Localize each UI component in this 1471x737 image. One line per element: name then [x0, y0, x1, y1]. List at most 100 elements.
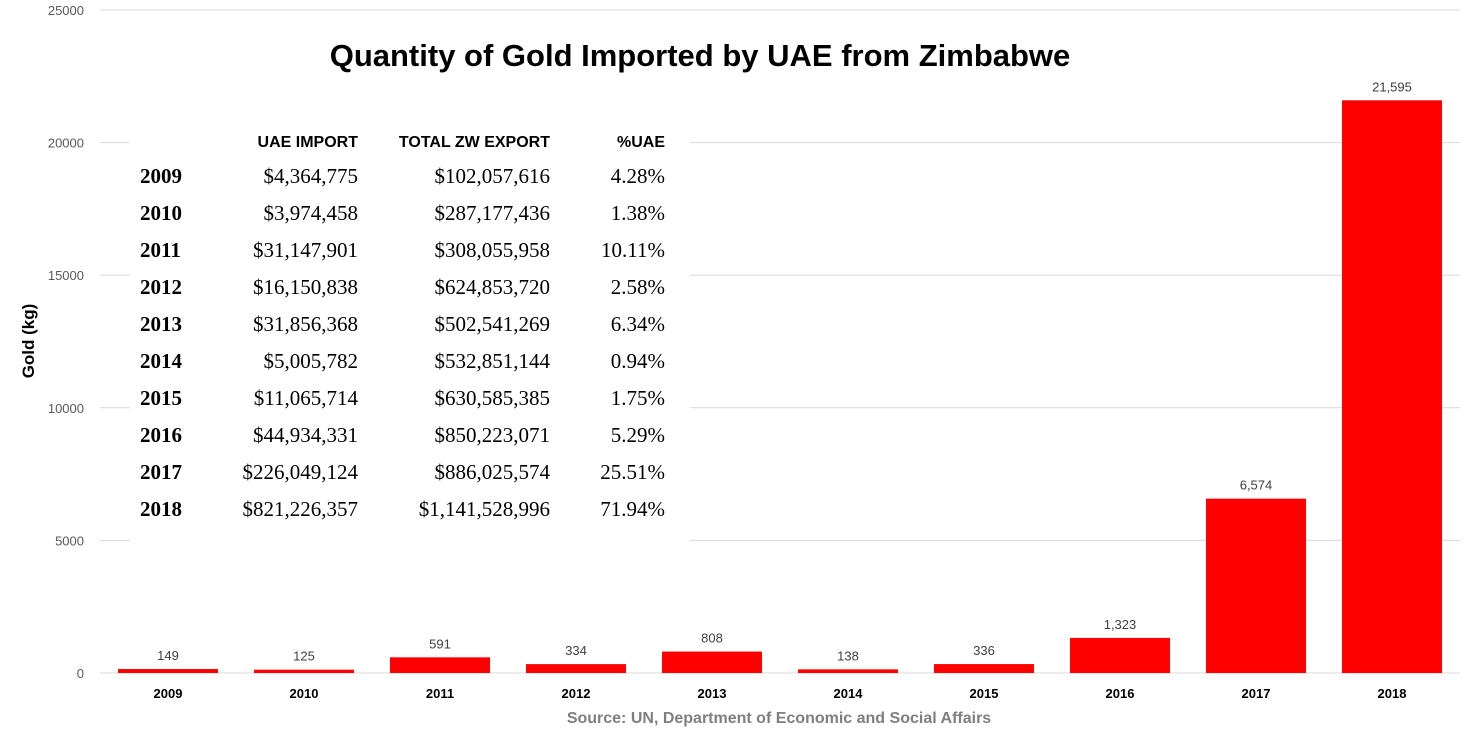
x-tick-label: 2016 [1106, 686, 1135, 701]
table-header-total-zw-export: TOTAL ZW EXPORT [398, 134, 550, 151]
table-body: 2009 $4,364,775 $102,057,616 4.28% 2010 $3,97… [130, 158, 665, 528]
data-label-2011: 591 [429, 636, 451, 651]
table-cell-year: 2017 [140, 460, 182, 484]
table-cell-year: 2010 [140, 201, 182, 225]
source-note: Source: UN, Department of Economic and S… [567, 710, 991, 727]
x-tick-label: 2011 [426, 686, 454, 701]
table-cell-total-export: $850,223,071 [434, 423, 551, 447]
table-cell-pct-uae: 0.94% [610, 349, 665, 373]
x-tick-label: 2010 [290, 686, 319, 701]
data-label-2018: 21,595 [1372, 79, 1412, 94]
table-cell-total-export: $886,025,574 [434, 460, 551, 484]
data-label-2009: 149 [157, 648, 179, 663]
table-cell-total-export: $287,177,436 [434, 201, 551, 225]
bar-2012 [526, 664, 626, 673]
table-header-row: UAE IMPORT TOTAL ZW EXPORT %UAE [130, 128, 665, 158]
bar-2011 [390, 657, 490, 673]
x-tick-label: 2015 [970, 686, 999, 701]
data-label-2013: 808 [701, 631, 723, 646]
x-axis-ticks: 2009 2010 2011 2012 2013 2014 2015 2016 2017 2018 [154, 686, 1407, 701]
table-row: 2015 $11,065,714 $630,585,385 1.75% [130, 380, 665, 417]
y-tick-label: 20000 [48, 136, 84, 151]
x-tick-label: 2017 [1242, 686, 1271, 701]
table-header-year [130, 128, 220, 158]
y-tick-label: 25000 [48, 3, 84, 18]
data-label-2014: 138 [837, 648, 859, 663]
y-axis-title: Gold (kg) [19, 304, 38, 379]
bar-2017 [1206, 498, 1306, 673]
table-cell-pct-uae: 4.28% [610, 164, 665, 188]
table-row: 2016 $44,934,331 $850,223,071 5.29% [130, 417, 665, 454]
chart-title: Quantity of Gold Imported by UAE from Zi… [330, 38, 1071, 73]
y-tick-label: 5000 [55, 533, 84, 548]
table-row: 2010 $3,974,458 $287,177,436 1.38% [130, 195, 665, 232]
bar-2010 [254, 669, 354, 673]
table-cell-pct-uae: 25.51% [600, 460, 665, 484]
data-label-2015: 336 [973, 643, 995, 658]
table-cell-year: 2009 [140, 164, 182, 188]
table-row: 2009 $4,364,775 $102,057,616 4.28% [130, 158, 665, 195]
table-row: 2017 $226,049,124 $886,025,574 25.51% [130, 454, 665, 491]
table-cell-uae-import: $31,147,901 [253, 238, 358, 262]
bars [118, 100, 1442, 673]
bar-2013 [662, 651, 762, 673]
table-cell-pct-uae: 1.75% [610, 386, 665, 410]
table-row: 2013 $31,856,368 $502,541,269 6.34% [130, 306, 665, 343]
x-tick-label: 2013 [698, 686, 727, 701]
table-cell-uae-import: $44,934,331 [253, 423, 358, 447]
data-label-2016: 1,323 [1104, 617, 1137, 632]
table-cell-uae-import: $31,856,368 [253, 312, 358, 336]
table-row: 2011 $31,147,901 $308,055,958 10.11% [130, 232, 665, 269]
table-row: 2018 $821,226,357 $1,141,528,996 71.94% [130, 491, 665, 528]
data-table: UAE IMPORT TOTAL ZW EXPORT %UAE 2009 $4,3… [130, 128, 665, 528]
y-tick-label: 0 [77, 666, 84, 681]
table-cell-total-export: $102,057,616 [434, 164, 551, 188]
x-tick-label: 2012 [562, 686, 591, 701]
table-header-uae-import: UAE IMPORT [257, 134, 358, 151]
bar-2014 [798, 669, 898, 673]
table-cell-total-export: $532,851,144 [434, 349, 551, 373]
table-cell-pct-uae: 2.58% [610, 275, 665, 299]
table-cell-year: 2011 [140, 238, 181, 262]
table-cell-year: 2013 [140, 312, 182, 336]
table-cell-uae-import: $16,150,838 [253, 275, 358, 299]
y-tick-label: 10000 [48, 401, 84, 416]
table-cell-uae-import: $3,974,458 [263, 201, 359, 225]
table-cell-year: 2016 [140, 423, 182, 447]
table-header-pct-uae: %UAE [616, 134, 665, 151]
data-label-2010: 125 [293, 649, 315, 664]
bar-2018 [1342, 100, 1442, 673]
table-cell-pct-uae: 6.34% [610, 312, 665, 336]
import-export-table: UAE IMPORT TOTAL ZW EXPORT %UAE 2009 $4,3… [130, 128, 690, 548]
data-labels: 149 125 591 334 808 138 336 1,323 6,574 21,595 [157, 79, 1412, 663]
table-cell-pct-uae: 5.29% [610, 423, 665, 447]
table-cell-uae-import: $11,065,714 [253, 386, 358, 410]
bar-2009 [118, 669, 218, 673]
table-row: 2014 $5,005,782 $532,851,144 0.94% [130, 343, 665, 380]
table-cell-pct-uae: 10.11% [601, 238, 665, 262]
table-cell-total-export: $1,141,528,996 [418, 497, 550, 521]
y-axis-ticks: 0 5000 10000 15000 20000 25000 [48, 3, 84, 681]
x-tick-label: 2018 [1378, 686, 1407, 701]
table-cell-year: 2012 [140, 275, 182, 299]
bar-2016 [1070, 637, 1170, 673]
table-cell-uae-import: $821,226,357 [242, 497, 359, 521]
table-cell-uae-import: $5,005,782 [263, 349, 359, 373]
table-cell-total-export: $502,541,269 [434, 312, 551, 336]
table-cell-year: 2018 [140, 497, 182, 521]
bar-2015 [934, 664, 1034, 673]
table-cell-uae-import: $226,049,124 [242, 460, 359, 484]
table-cell-year: 2014 [140, 349, 182, 373]
table-cell-year: 2015 [140, 386, 182, 410]
table-cell-uae-import: $4,364,775 [263, 164, 359, 188]
data-label-2012: 334 [565, 643, 587, 658]
table-cell-total-export: $624,853,720 [434, 275, 551, 299]
y-tick-label: 15000 [48, 268, 84, 283]
table-cell-total-export: $630,585,385 [434, 386, 551, 410]
x-tick-label: 2009 [154, 686, 183, 701]
table-cell-total-export: $308,055,958 [434, 238, 551, 262]
table-row: 2012 $16,150,838 $624,853,720 2.58% [130, 269, 665, 306]
table-cell-pct-uae: 71.94% [600, 497, 665, 521]
